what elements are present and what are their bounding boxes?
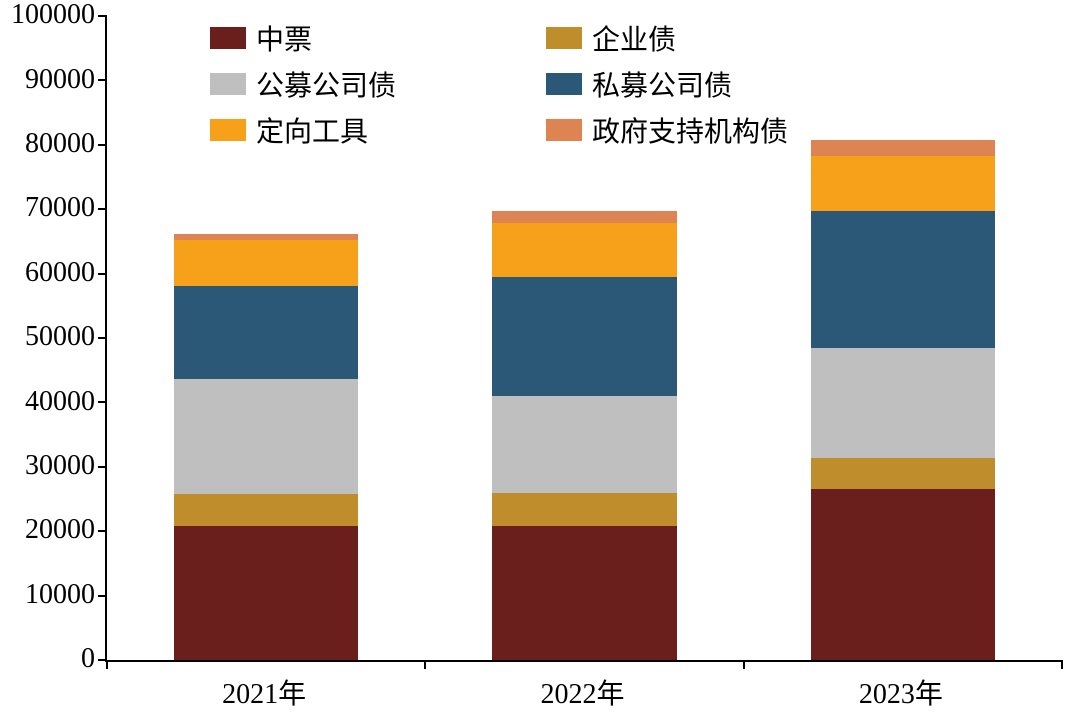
legend-item: 私募公司债 (546, 64, 788, 104)
legend-label: 政府支持机构债 (592, 110, 788, 150)
y-axis-tick (98, 273, 107, 275)
legend-swatch (210, 73, 246, 95)
y-axis-tick (98, 595, 107, 597)
bar-segment (174, 526, 359, 660)
legend-swatch (546, 119, 582, 141)
y-axis-tick (98, 79, 107, 81)
bar-segment (492, 396, 677, 493)
bar-segment (811, 489, 996, 660)
legend-item: 公募公司债 (210, 64, 396, 104)
y-axis-tick-label: 10000 (5, 579, 95, 611)
y-axis-tick-label: 80000 (5, 128, 95, 160)
bar-segment (492, 526, 677, 660)
x-axis-tick (743, 660, 745, 669)
x-axis-tick (424, 660, 426, 669)
y-axis-tick-label: 70000 (5, 192, 95, 224)
bar-segment (811, 156, 996, 211)
bar-segment (811, 140, 996, 156)
bar-segment (174, 494, 359, 526)
bar-segment (174, 286, 359, 379)
bar-segment (811, 458, 996, 489)
x-axis-category-label: 2022年 (423, 672, 741, 712)
legend-item: 中票 (210, 18, 396, 58)
y-axis-tick-label: 50000 (5, 321, 95, 353)
legend-label: 私募公司债 (592, 64, 732, 104)
x-axis-category-label: 2021年 (105, 672, 423, 712)
legend-label: 公募公司债 (256, 64, 396, 104)
bar-segment (811, 348, 996, 459)
bar-segment (492, 277, 677, 396)
legend-label: 定向工具 (256, 110, 368, 150)
bar-group (811, 16, 996, 660)
legend-swatch (546, 27, 582, 49)
legend-swatch (210, 27, 246, 49)
legend-item: 定向工具 (210, 110, 396, 150)
y-axis-tick (98, 208, 107, 210)
y-axis-tick (98, 466, 107, 468)
legend: 中票 企业债公募公司债 私募公司债定向工具 政府支持机构债 (210, 18, 788, 150)
bar-segment (174, 240, 359, 286)
legend-item: 政府支持机构债 (546, 110, 788, 150)
y-axis-tick-label: 20000 (5, 514, 95, 546)
y-axis-tick (98, 15, 107, 17)
legend-swatch (546, 73, 582, 95)
x-axis-tick (106, 660, 108, 669)
bar-segment (492, 493, 677, 526)
legend-swatch (210, 119, 246, 141)
bar-segment (811, 211, 996, 348)
bar-segment (492, 223, 677, 276)
y-axis-tick (98, 144, 107, 146)
y-axis-tick (98, 530, 107, 532)
y-axis-tick-label: 100000 (5, 0, 95, 31)
bar-segment (174, 379, 359, 494)
legend-item: 企业债 (546, 18, 788, 58)
y-axis-tick-label: 40000 (5, 386, 95, 418)
y-axis-tick-label: 90000 (5, 64, 95, 96)
y-axis-tick (98, 337, 107, 339)
y-axis-tick-label: 0 (5, 643, 95, 675)
legend-label: 中票 (256, 18, 312, 58)
x-axis-category-label: 2023年 (742, 672, 1060, 712)
bar-segment (492, 211, 677, 224)
x-axis-tick (1061, 660, 1063, 669)
y-axis-tick-label: 30000 (5, 450, 95, 482)
bar-segment (174, 234, 359, 240)
y-axis-tick (98, 401, 107, 403)
chart-container: 亿元 0100002000030000400005000060000700008… (0, 0, 1080, 717)
y-axis-tick-label: 60000 (5, 257, 95, 289)
legend-label: 企业债 (592, 18, 676, 58)
